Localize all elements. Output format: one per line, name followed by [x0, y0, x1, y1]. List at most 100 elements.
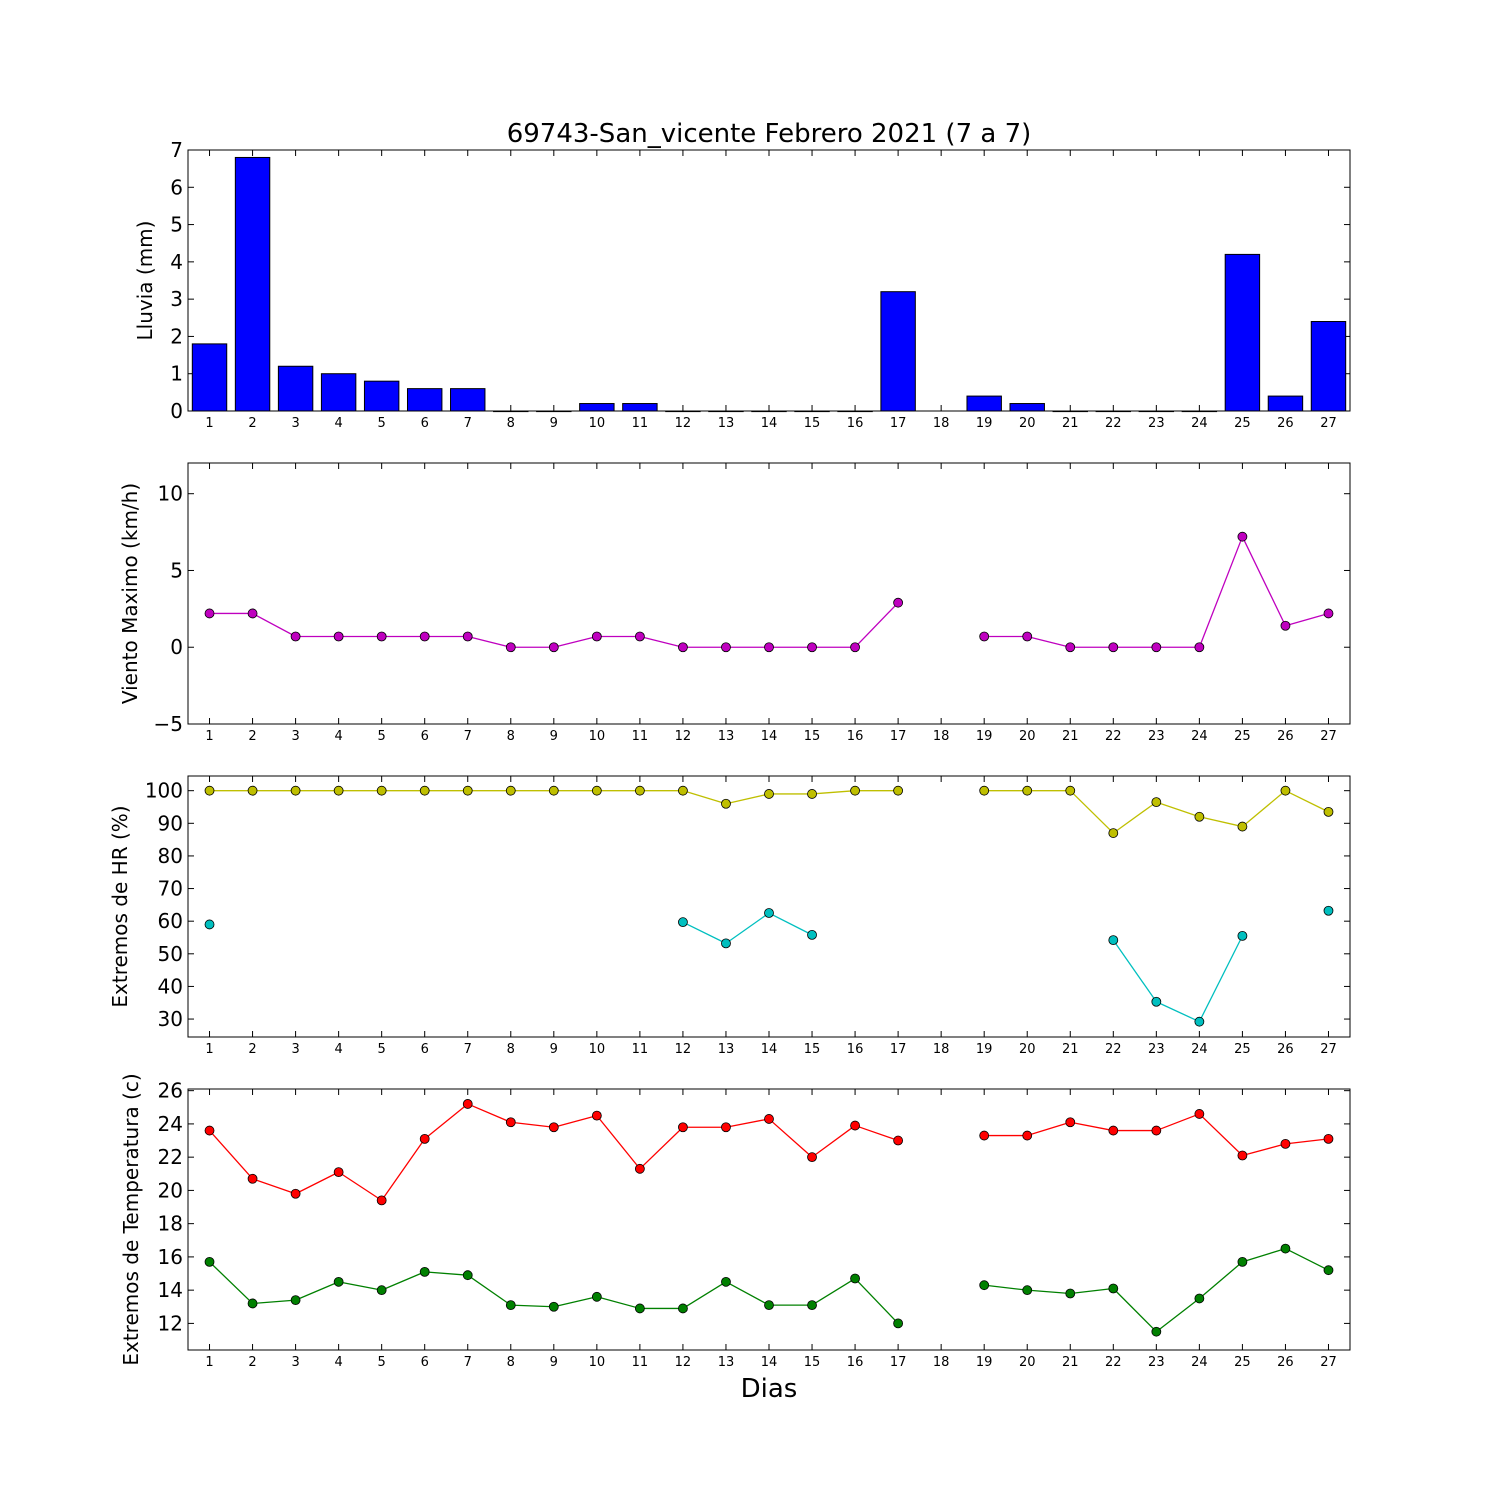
- series-1-point: [678, 785, 688, 796]
- series-1-point: [764, 642, 774, 653]
- series-1-point: [505, 642, 516, 653]
- series-1-segment: [1069, 790, 1114, 834]
- series-1-point: [419, 631, 430, 642]
- series-1-point: [591, 631, 602, 642]
- series-1-point: [505, 785, 516, 796]
- series-2-segment: [295, 1281, 339, 1301]
- series-1-segment: [1242, 1143, 1286, 1157]
- x-tick-label: 14: [761, 1355, 778, 1370]
- series-1-point: [979, 785, 990, 796]
- series-2-segment: [811, 1277, 856, 1306]
- series-2-segment: [725, 912, 770, 944]
- rain-bar: [1181, 410, 1218, 413]
- series-1-point: [850, 642, 860, 653]
- y-tick-label: 3: [170, 287, 183, 311]
- x-tick-label: 15: [804, 1042, 821, 1057]
- x-tick-label: 1: [205, 1355, 213, 1370]
- series-1-point: [1237, 531, 1248, 542]
- x-tick-label: 8: [507, 416, 515, 431]
- x-axis-label: Dias: [741, 1374, 798, 1404]
- x-tick-label: 18: [933, 416, 950, 431]
- series-2-point: [1280, 1243, 1291, 1254]
- series-1-segment: [854, 1124, 899, 1142]
- series-1-point: [678, 1122, 688, 1133]
- series-1-point: [1108, 1125, 1119, 1136]
- rain-bar: [837, 410, 873, 413]
- series-2-segment: [1027, 1289, 1071, 1295]
- series-2-point: [979, 1280, 990, 1291]
- x-tick-label: 26: [1277, 1042, 1294, 1057]
- rain-bar: [708, 410, 744, 413]
- series-1-point: [247, 608, 258, 619]
- x-tick-label: 21: [1062, 416, 1079, 431]
- x-tick-label: 27: [1320, 1042, 1337, 1057]
- y-tick-label: −5: [154, 712, 183, 736]
- series-2-point: [247, 1298, 258, 1309]
- y-tick-label: 26: [158, 1079, 183, 1103]
- series-1-segment: [725, 1118, 770, 1128]
- y-tick-label: 70: [158, 877, 183, 901]
- series-1-point: [764, 1114, 774, 1124]
- series-1-segment: [553, 635, 598, 648]
- series-2-point: [1108, 935, 1119, 946]
- series-1-point: [376, 1195, 387, 1206]
- series-2-segment: [209, 1261, 254, 1304]
- y-tick-label: 60: [158, 909, 183, 933]
- series-1-point: [1108, 828, 1119, 838]
- series-2-point: [721, 1276, 731, 1287]
- series-2-segment: [1112, 939, 1157, 1003]
- x-tick-label: 20: [1019, 729, 1036, 744]
- series-1-segment: [1198, 1113, 1243, 1156]
- series-2-segment: [338, 1281, 382, 1291]
- series-1-point: [376, 631, 387, 642]
- series-2-segment: [1155, 1297, 1200, 1333]
- x-tick-label: 18: [933, 1355, 950, 1370]
- x-tick-label: 9: [550, 1355, 558, 1370]
- series-1-segment: [467, 1103, 512, 1123]
- x-tick-label: 6: [421, 729, 429, 744]
- series-2-segment: [682, 1281, 727, 1309]
- series-2-segment: [854, 1278, 899, 1324]
- x-tick-label: 22: [1105, 729, 1122, 744]
- series-2-segment: [682, 921, 727, 944]
- y-tick-label: 12: [158, 1311, 183, 1335]
- x-tick-label: 10: [589, 1355, 606, 1370]
- series-1-segment: [252, 1178, 296, 1195]
- x-tick-label: 25: [1234, 729, 1251, 744]
- x-tick-label: 2: [248, 1355, 256, 1370]
- x-tick-label: 7: [464, 1042, 472, 1057]
- series-1-segment: [295, 1171, 339, 1195]
- series-1-segment: [1027, 1121, 1071, 1137]
- series-1-point: [1022, 1130, 1033, 1141]
- series-1-point: [850, 1120, 860, 1131]
- x-tick-label: 11: [632, 729, 649, 744]
- y-tick-label: 10: [158, 482, 183, 506]
- series-1-point: [1194, 642, 1205, 653]
- x-tick-label: 6: [421, 1042, 429, 1057]
- y-tick-label: 0: [170, 635, 183, 659]
- series-2-point: [850, 1273, 860, 1284]
- series-2-point: [1323, 905, 1334, 916]
- series-1-point: [333, 1167, 344, 1178]
- x-tick-label: 8: [507, 1355, 515, 1370]
- series-1-segment: [639, 635, 684, 648]
- x-tick-label: 10: [589, 729, 606, 744]
- x-tick-label: 9: [550, 416, 558, 431]
- series-1-point: [462, 785, 473, 796]
- x-tick-label: 25: [1234, 1042, 1251, 1057]
- series-2-point: [462, 1270, 473, 1281]
- series-1-point: [548, 642, 559, 653]
- series-2-point: [204, 919, 215, 930]
- series-1-point: [204, 785, 215, 796]
- x-tick-label: 9: [550, 729, 558, 744]
- series-1-point: [462, 631, 473, 642]
- x-tick-label: 16: [847, 729, 864, 744]
- series-1-point: [1065, 1117, 1076, 1128]
- series-1-point: [591, 785, 602, 796]
- rain-bar: [1095, 410, 1132, 413]
- series-1-segment: [1199, 816, 1243, 828]
- rain-bar: [234, 156, 271, 412]
- series-1-point: [807, 1152, 817, 1163]
